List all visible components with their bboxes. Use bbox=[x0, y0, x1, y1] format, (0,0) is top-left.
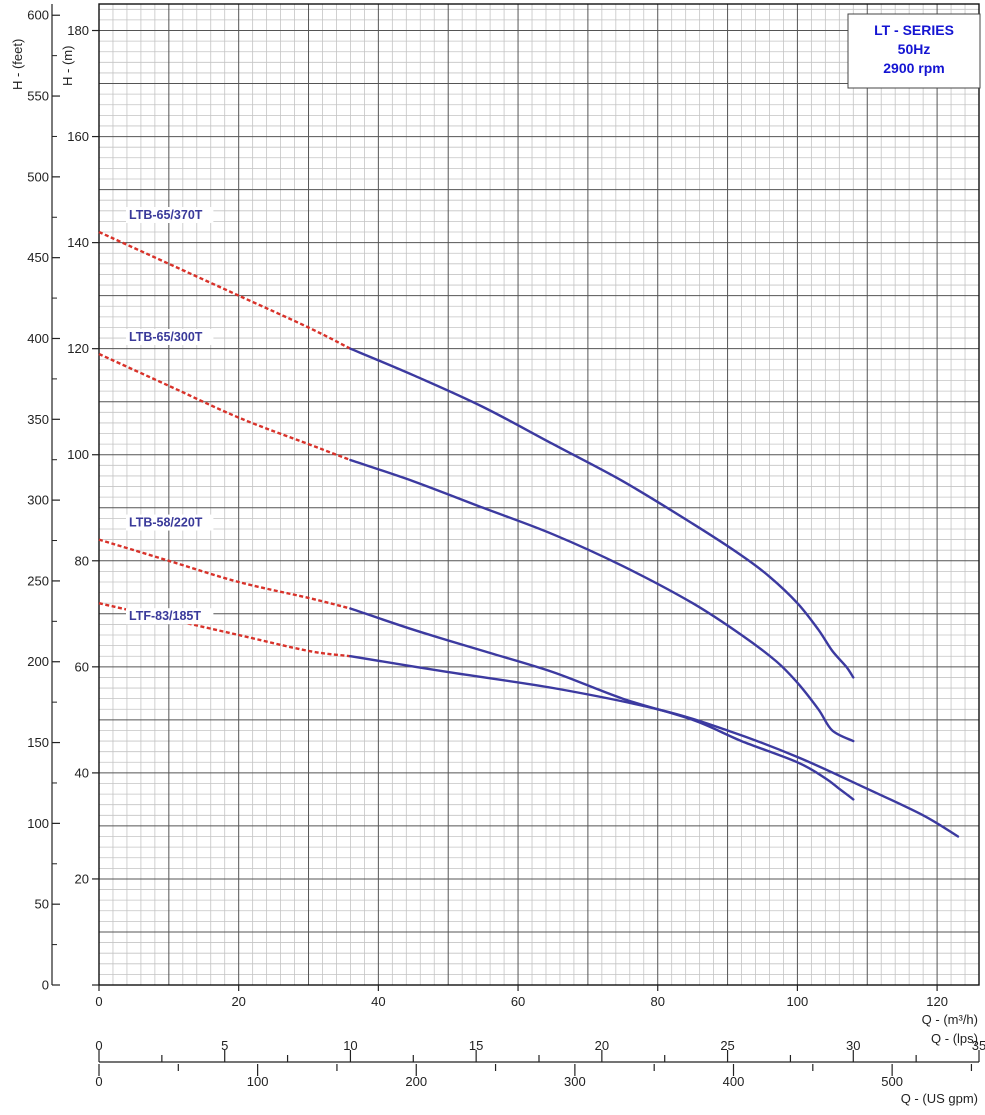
y-feet-tick-label: 400 bbox=[27, 331, 49, 346]
x-gpm-tick-label: 200 bbox=[405, 1074, 427, 1089]
y-feet-tick-label: 50 bbox=[35, 897, 49, 912]
x-gpm-tick-label: 500 bbox=[881, 1074, 903, 1089]
x-axis-label-lps: Q - (lps) bbox=[931, 1031, 978, 1046]
x-lps-tick-label: 25 bbox=[720, 1038, 734, 1053]
x-axis-label-m3h: Q - (m³/h) bbox=[922, 1012, 978, 1027]
x-lps-tick-label: 20 bbox=[595, 1038, 609, 1053]
legend-background bbox=[847, 13, 981, 89]
curve-label-bg bbox=[126, 328, 214, 345]
x-gpm-tick-label: 300 bbox=[564, 1074, 586, 1089]
y-feet-tick-label: 300 bbox=[27, 493, 49, 508]
curve-ltb-65-370t-solid bbox=[349, 347, 855, 679]
curve-ltb-65-300t-solid bbox=[349, 458, 855, 743]
y-m-tick-label: 80 bbox=[75, 553, 89, 568]
y-feet-tick-label: 0 bbox=[42, 978, 49, 993]
plot-frame bbox=[98, 3, 980, 986]
curve-label-ltb-58-220t: LTB-58/220T bbox=[129, 516, 203, 530]
y-m-tick-label: 180 bbox=[67, 23, 89, 38]
y-feet-tick-label: 550 bbox=[27, 89, 49, 104]
x-gpm-tick-label: 100 bbox=[247, 1074, 269, 1089]
y-m-tick-label: 120 bbox=[67, 341, 89, 356]
bottom-axes: 0 20 40 60 80 100 120 0 5 10 15 20 25 30 35 0 100 200 300 4… bbox=[95, 985, 985, 1089]
y-axis-label-feet: H - (feet) bbox=[10, 39, 25, 90]
curve-label-ltb-65-370t: LTB-65/370T bbox=[129, 208, 203, 222]
major-grid bbox=[99, 4, 979, 985]
y-feet-tick-label: 500 bbox=[27, 169, 49, 184]
y-m-tick-label: 140 bbox=[67, 235, 89, 250]
curve-labels: LTB-65/370T LTB-65/300T LTB-58/220T LTF-83/… bbox=[126, 207, 214, 625]
x-m3h-tick-label: 120 bbox=[926, 994, 948, 1009]
y-feet-tick-label: 200 bbox=[27, 654, 49, 669]
x-lps-tick-label: 5 bbox=[221, 1038, 228, 1053]
left-axes: 0 50 100 150 200 250 300 350 400 450 500 550 600 20 40… bbox=[27, 4, 99, 993]
curve-label-ltf-83-185t: LTF-83/185T bbox=[129, 609, 201, 623]
y-axis-label-m: H - (m) bbox=[60, 46, 75, 86]
x-m3h-tick-label: 60 bbox=[511, 994, 525, 1009]
curve-label-bg bbox=[126, 608, 214, 625]
x-lps-tick-label: 30 bbox=[846, 1038, 860, 1053]
curve-label-ltb-65-300t: LTB-65/300T bbox=[129, 330, 203, 344]
x-lps-tick-label: 15 bbox=[469, 1038, 483, 1053]
curve-ltb-65-300t-dashed bbox=[98, 352, 351, 462]
y-feet-tick-label: 350 bbox=[27, 412, 49, 427]
legend-line-series: LT - SERIES bbox=[874, 22, 954, 38]
curve-ltb-65-370t-dashed bbox=[98, 230, 351, 350]
y-m-tick-label: 100 bbox=[67, 447, 89, 462]
y-feet-tick-label: 450 bbox=[27, 250, 49, 265]
y-m-tick-label: 20 bbox=[75, 871, 89, 886]
x-m3h-tick-label: 0 bbox=[95, 994, 102, 1009]
x-lps-tick-label: 10 bbox=[343, 1038, 357, 1053]
legend-line-frequency: 50Hz bbox=[898, 41, 931, 57]
y-m-tick-label: 40 bbox=[75, 765, 89, 780]
legend-line-speed: 2900 rpm bbox=[883, 60, 944, 76]
x-lps-tick-label: 35 bbox=[972, 1038, 985, 1053]
y-m-tick-label: 60 bbox=[75, 659, 89, 674]
x-gpm-tick-label: 400 bbox=[723, 1074, 745, 1089]
y-feet-tick-label: 150 bbox=[27, 735, 49, 750]
y-feet-tick-label: 250 bbox=[27, 573, 49, 588]
x-lps-tick-label: 0 bbox=[95, 1038, 102, 1053]
pump-curves bbox=[98, 230, 960, 838]
curve-ltf-83-185t-solid bbox=[349, 655, 960, 838]
y-m-tick-label: 160 bbox=[67, 129, 89, 144]
legend-box: LT - SERIES 50Hz 2900 rpm bbox=[847, 13, 981, 89]
curve-ltb-58-220t-dashed bbox=[98, 538, 351, 610]
curve-label-bg bbox=[126, 207, 214, 224]
x-m3h-tick-label: 20 bbox=[231, 994, 245, 1009]
x-axis-label-gpm: Q - (US gpm) bbox=[901, 1091, 978, 1106]
x-m3h-tick-label: 80 bbox=[650, 994, 664, 1009]
y-feet-tick-label: 100 bbox=[27, 816, 49, 831]
x-gpm-tick-label: 0 bbox=[95, 1074, 102, 1089]
curve-label-bg bbox=[126, 514, 214, 531]
x-m3h-tick-label: 100 bbox=[787, 994, 809, 1009]
x-m3h-tick-label: 40 bbox=[371, 994, 385, 1009]
minor-grid bbox=[99, 4, 979, 985]
y-feet-tick-label: 600 bbox=[27, 8, 49, 23]
